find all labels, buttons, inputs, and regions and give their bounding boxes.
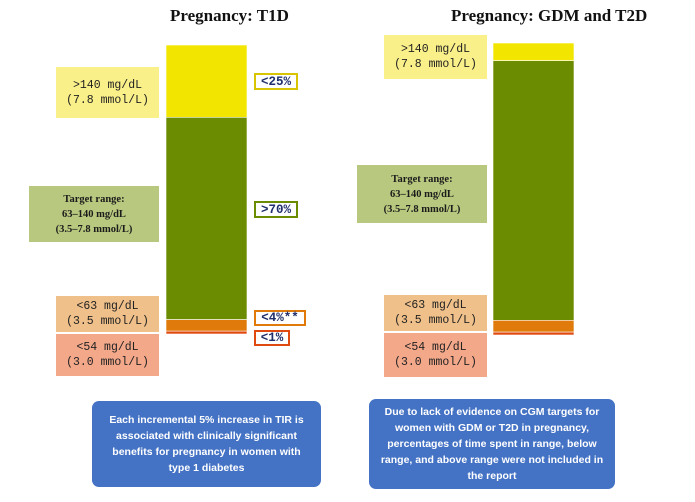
- segment-below-54: [165, 330, 248, 335]
- segment-below-54: [492, 331, 575, 336]
- segment-above-range: [165, 44, 248, 118]
- label-below-63: <63 mg/dL (3.5 mmol/L): [56, 296, 159, 332]
- label-above-range: >140 mg/dL (7.8 mmol/L): [56, 67, 159, 118]
- segment-below-63: [492, 319, 575, 333]
- label-below-63: <63 mg/dL (3.5 mmol/L): [384, 295, 487, 331]
- segment-below-63: [165, 319, 248, 332]
- segment-target-range: [492, 60, 575, 321]
- chart-title-t1d: Pregnancy: T1D: [170, 6, 289, 25]
- segment-target-range: [165, 117, 248, 320]
- segment-above-range: [492, 42, 575, 62]
- label-target-range: Target range: 63–140 mg/dL (3.5–7.8 mmol…: [357, 165, 487, 223]
- target-below-63: <4%**: [254, 310, 306, 326]
- label-target-range: Target range: 63–140 mg/dL (3.5–7.8 mmol…: [29, 186, 159, 242]
- target-above-range: <25%: [254, 73, 298, 90]
- note-t1d: Each incremental 5% increase in TIR is a…: [92, 401, 321, 487]
- label-above-range: >140 mg/dL (7.8 mmol/L): [384, 35, 487, 79]
- label-below-54: <54 mg/dL (3.0 mmol/L): [56, 334, 159, 376]
- note-gdm-t2d: Due to lack of evidence on CGM targets f…: [369, 399, 615, 489]
- target-in-range: >70%: [254, 201, 298, 218]
- label-below-54: <54 mg/dL (3.0 mmol/L): [384, 333, 487, 377]
- chart-title-gdm-t2d: Pregnancy: GDM and T2D: [451, 6, 648, 25]
- target-below-54: <1%: [254, 330, 290, 346]
